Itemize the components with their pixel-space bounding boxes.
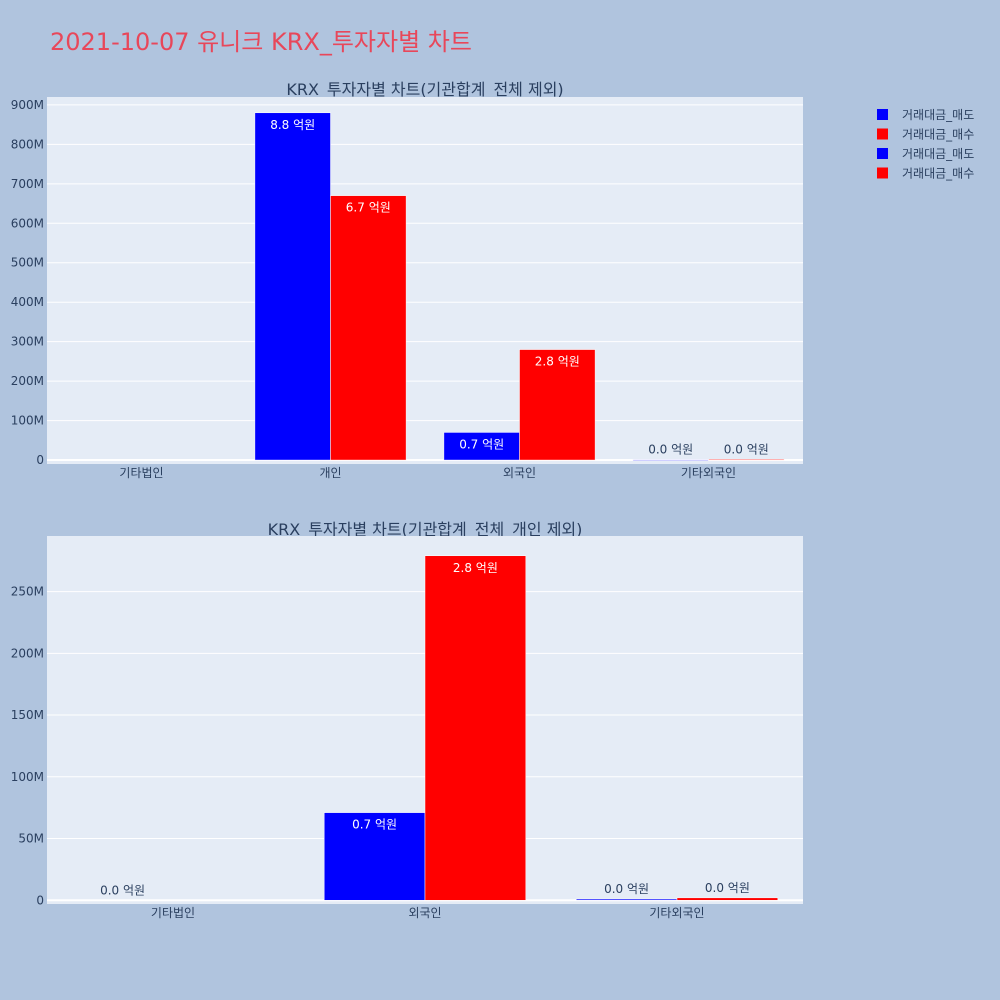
chart-1-title: KRX_투자자별 차트(기관합계_전체 제외) <box>286 80 563 100</box>
chart-2-y-tick-label: 250M <box>11 585 44 599</box>
chart-1-data-label: 0.0 억원 <box>648 443 693 457</box>
chart-1-data-label: 8.8 억원 <box>270 118 315 132</box>
chart-1-bar <box>519 349 596 461</box>
chart-2-title: KRX_투자자별 차트(기관합계_전체_개인 제외) <box>268 520 583 540</box>
chart-2-data-label: 2.8 억원 <box>453 561 498 575</box>
chart-1-x-tick-label: 개인 <box>319 466 341 480</box>
legend-swatch <box>877 167 888 179</box>
legend-label: 거래대금_매도 <box>902 108 974 122</box>
chart-2-data-label: 0.7 억원 <box>352 818 397 832</box>
chart-2-x-tick-label: 기타외국인 <box>649 906 704 920</box>
chart-1-y-tick-label: 100M <box>11 414 44 428</box>
chart-2-data-label: 0.0 억원 <box>705 881 750 895</box>
chart-1-plot-area <box>47 97 803 464</box>
legend-swatch <box>877 128 888 140</box>
chart-1-y-tick-label: 300M <box>11 335 44 349</box>
chart-2-bar <box>575 898 678 901</box>
chart-1-y-tick-label: 200M <box>11 374 44 388</box>
chart-1-y-tick-label: 500M <box>11 256 44 270</box>
chart-2-data-label: 0.0 억원 <box>100 883 145 897</box>
chart-1-y-tick-label: 900M <box>11 98 44 112</box>
chart-1-y-tick-label: 400M <box>11 295 44 309</box>
chart-1-data-label: 2.8 억원 <box>535 355 580 369</box>
chart-1-y-tick-label: 0 <box>36 453 44 467</box>
chart-1-y-tick-label: 800M <box>11 137 44 151</box>
chart-1-data-label: 0.7 억원 <box>459 437 504 451</box>
chart-1-data-label: 0.0 억원 <box>724 442 769 456</box>
legend-swatch <box>877 148 888 159</box>
chart-2-bar <box>323 812 426 901</box>
chart-1-y-tick-label: 700M <box>11 177 44 191</box>
chart-1-x-tick-label: 외국인 <box>503 466 536 480</box>
chart-2-y-tick-label: 150M <box>11 708 44 722</box>
chart-1-y-tick-label: 600M <box>11 216 44 230</box>
chart-1-x-tick-label: 기타외국인 <box>681 466 736 480</box>
chart-1-bar <box>254 112 331 461</box>
chart-2-bar <box>424 555 527 901</box>
chart-1-data-label: 6.7 억원 <box>346 201 391 215</box>
chart-2-bar <box>676 897 779 901</box>
chart-1-bar <box>708 459 785 461</box>
page-title: 2021-10-07 유니크 KRX_투자자별 차트 <box>50 28 472 56</box>
chart-2-data-label: 0.0 억원 <box>604 882 649 896</box>
chart-2-y-tick-label: 200M <box>11 646 44 660</box>
chart-1-x-tick-label: 기타법인 <box>119 466 163 480</box>
legend-swatch <box>877 109 888 120</box>
chart-1-bar <box>632 459 709 461</box>
legend-label: 거래대금_매도 <box>902 147 974 161</box>
chart-1-bar <box>330 195 407 461</box>
chart-2-x-tick-label: 외국인 <box>408 906 441 920</box>
chart-2-y-tick-label: 0 <box>36 893 44 907</box>
legend-label: 거래대금_매수 <box>902 128 974 142</box>
chart-1-bar <box>443 432 520 461</box>
chart-2-x-tick-label: 기타법인 <box>151 906 195 920</box>
chart-2-y-tick-label: 50M <box>18 832 44 846</box>
chart-2-y-tick-label: 100M <box>11 770 44 784</box>
legend-label: 거래대금_매수 <box>902 167 974 181</box>
